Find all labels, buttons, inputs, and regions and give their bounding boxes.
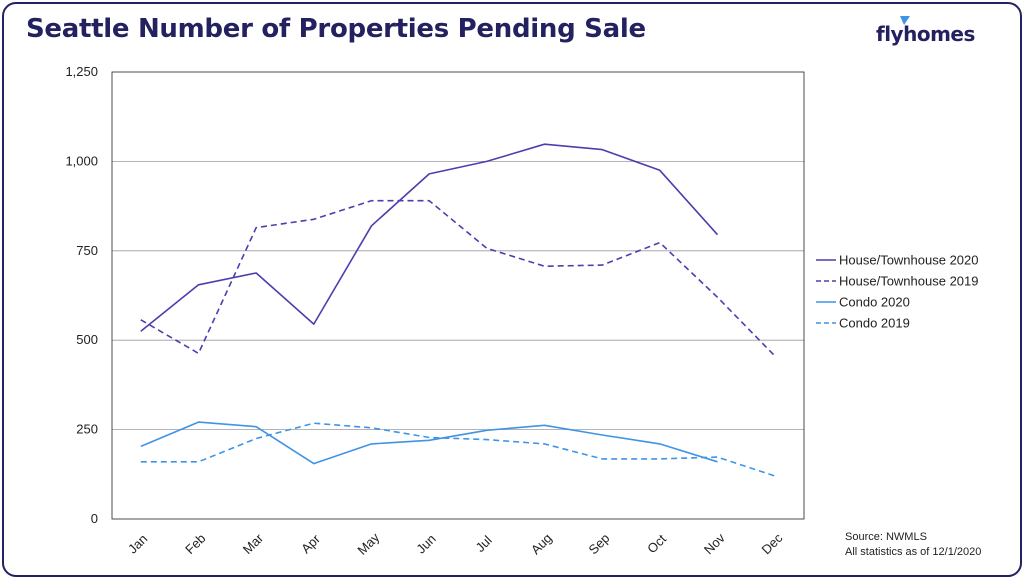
grid-layer <box>112 160 804 431</box>
y-tick-label: 1,000 <box>65 153 98 168</box>
x-tick-label: Sep <box>585 530 612 557</box>
legend-label: House/Townhouse 2020 <box>839 253 979 268</box>
x-tick-label: Jun <box>413 531 438 556</box>
x-tick-label: Feb <box>182 531 208 557</box>
x-tick-label: Mar <box>240 530 267 557</box>
series-line <box>140 422 776 477</box>
as-of-note: All statistics as of 12/1/2020 <box>845 546 982 558</box>
chart-title: Seattle Number of Properties Pending Sal… <box>26 14 646 44</box>
legend-label: House/Townhouse 2019 <box>839 274 979 289</box>
y-tick-label: 750 <box>76 243 98 258</box>
x-tick-label: Oct <box>644 531 669 556</box>
x-axis-ticks: Jan Feb Mar Apr May Jun Jul Aug Sep Oct Nov Dec <box>125 529 786 557</box>
legend-label: Condo 2019 <box>839 316 910 331</box>
series-line <box>140 421 718 465</box>
x-tick-label: Nov <box>701 530 728 557</box>
y-tick-label: 500 <box>76 332 98 347</box>
y-tick-label: 0 <box>91 511 98 526</box>
x-tick-label: Jul <box>472 533 494 555</box>
legend-label: Condo 2020 <box>839 295 910 310</box>
series-layer <box>140 143 776 477</box>
source-note: Source: NWMLS <box>845 531 927 543</box>
x-tick-label: Dec <box>759 530 786 557</box>
series-line <box>140 199 776 357</box>
x-tick-label: May <box>354 529 382 557</box>
y-tick-label: 250 <box>76 422 98 437</box>
legend: House/Townhouse 2020 House/Townhouse 2019… <box>816 253 979 331</box>
x-tick-label: Jan <box>125 531 150 556</box>
brand-logo-icon <box>900 16 910 25</box>
series-line <box>140 143 719 332</box>
x-tick-label: Aug <box>528 530 555 557</box>
plot-border <box>111 71 805 520</box>
brand-logo: flyhomes <box>876 22 975 46</box>
y-tick-label: 1,250 <box>65 64 98 79</box>
x-tick-label: Apr <box>298 531 323 556</box>
y-axis-ticks: 0 250 500 750 1,000 1,250 <box>65 64 98 526</box>
